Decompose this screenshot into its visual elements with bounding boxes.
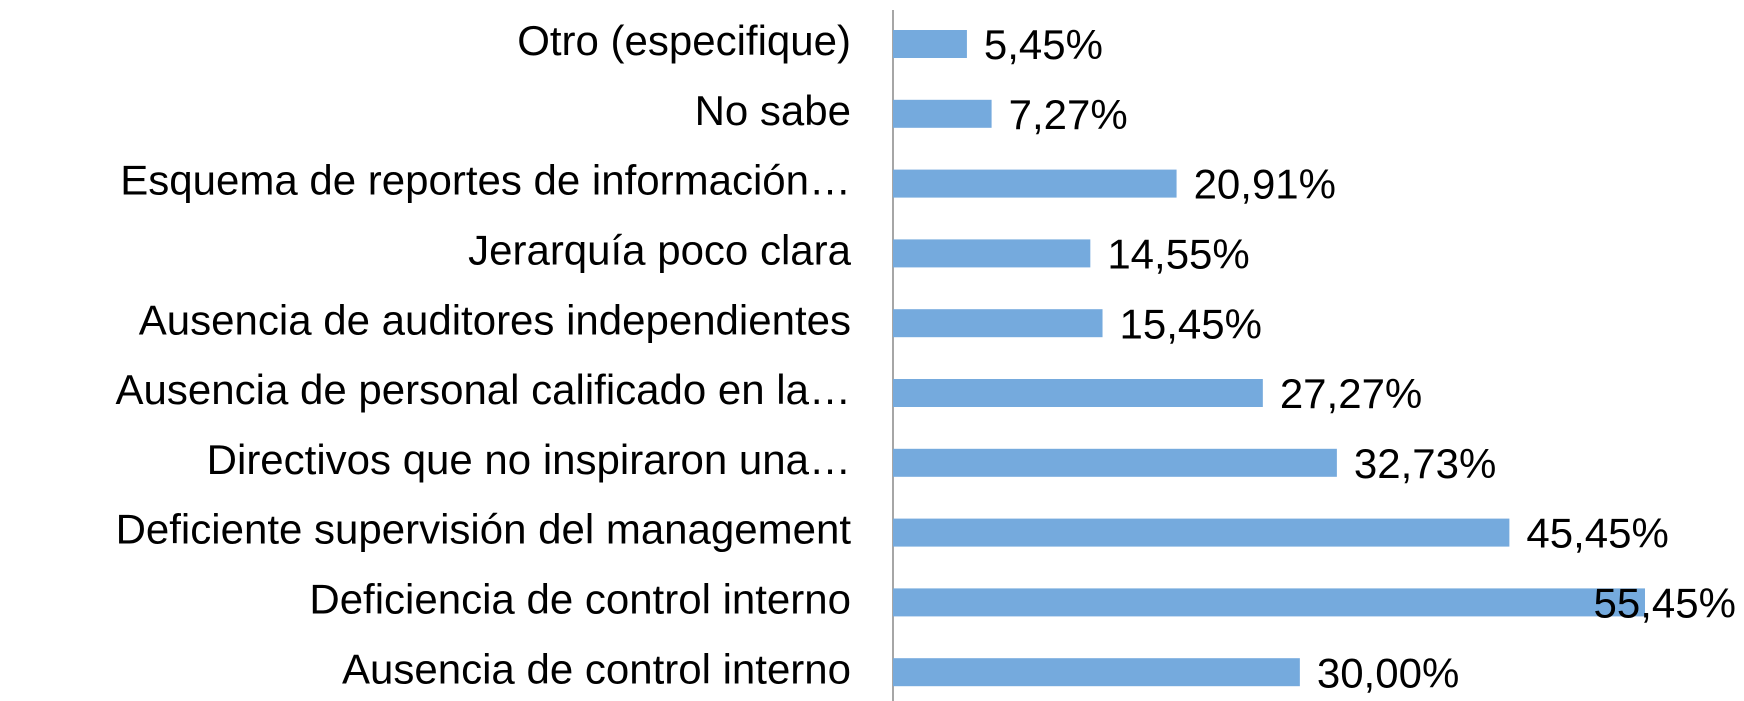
data-label: 15,45% <box>1120 300 1262 347</box>
data-label: 45,45% <box>1526 510 1668 557</box>
category-label: Directivos que no inspiraron una… <box>207 436 851 483</box>
bar <box>893 239 1091 268</box>
bar <box>893 658 1300 687</box>
bar <box>893 518 1510 547</box>
data-label: 27,27% <box>1280 370 1422 417</box>
category-label: Ausencia de control interno <box>342 645 851 692</box>
category-label: Otro (especifique) <box>517 17 851 64</box>
data-label: 7,27% <box>1009 91 1128 138</box>
category-label: Deficiencia de control interno <box>309 575 851 622</box>
category-label: Jerarquía poco clara <box>468 226 852 273</box>
data-label: 32,73% <box>1354 440 1496 487</box>
data-label: 5,45% <box>984 21 1103 68</box>
bar <box>893 588 1645 617</box>
bar <box>893 309 1103 338</box>
data-label: 14,55% <box>1107 230 1249 277</box>
bar <box>893 379 1263 407</box>
category-label: Ausencia de personal calificado en la… <box>116 366 851 413</box>
category-label: Deficiente supervisión del management <box>116 506 852 553</box>
bar <box>893 448 1337 477</box>
bar <box>893 99 992 128</box>
data-label: 55,45% <box>1594 579 1736 626</box>
category-label: Esquema de reportes de información… <box>120 157 851 204</box>
category-label: No sabe <box>695 87 851 134</box>
data-label: 30,00% <box>1317 649 1459 696</box>
bar <box>893 169 1177 198</box>
data-label: 20,91% <box>1194 161 1336 208</box>
category-label: Ausencia de auditores independientes <box>139 296 851 343</box>
bar <box>893 30 967 58</box>
